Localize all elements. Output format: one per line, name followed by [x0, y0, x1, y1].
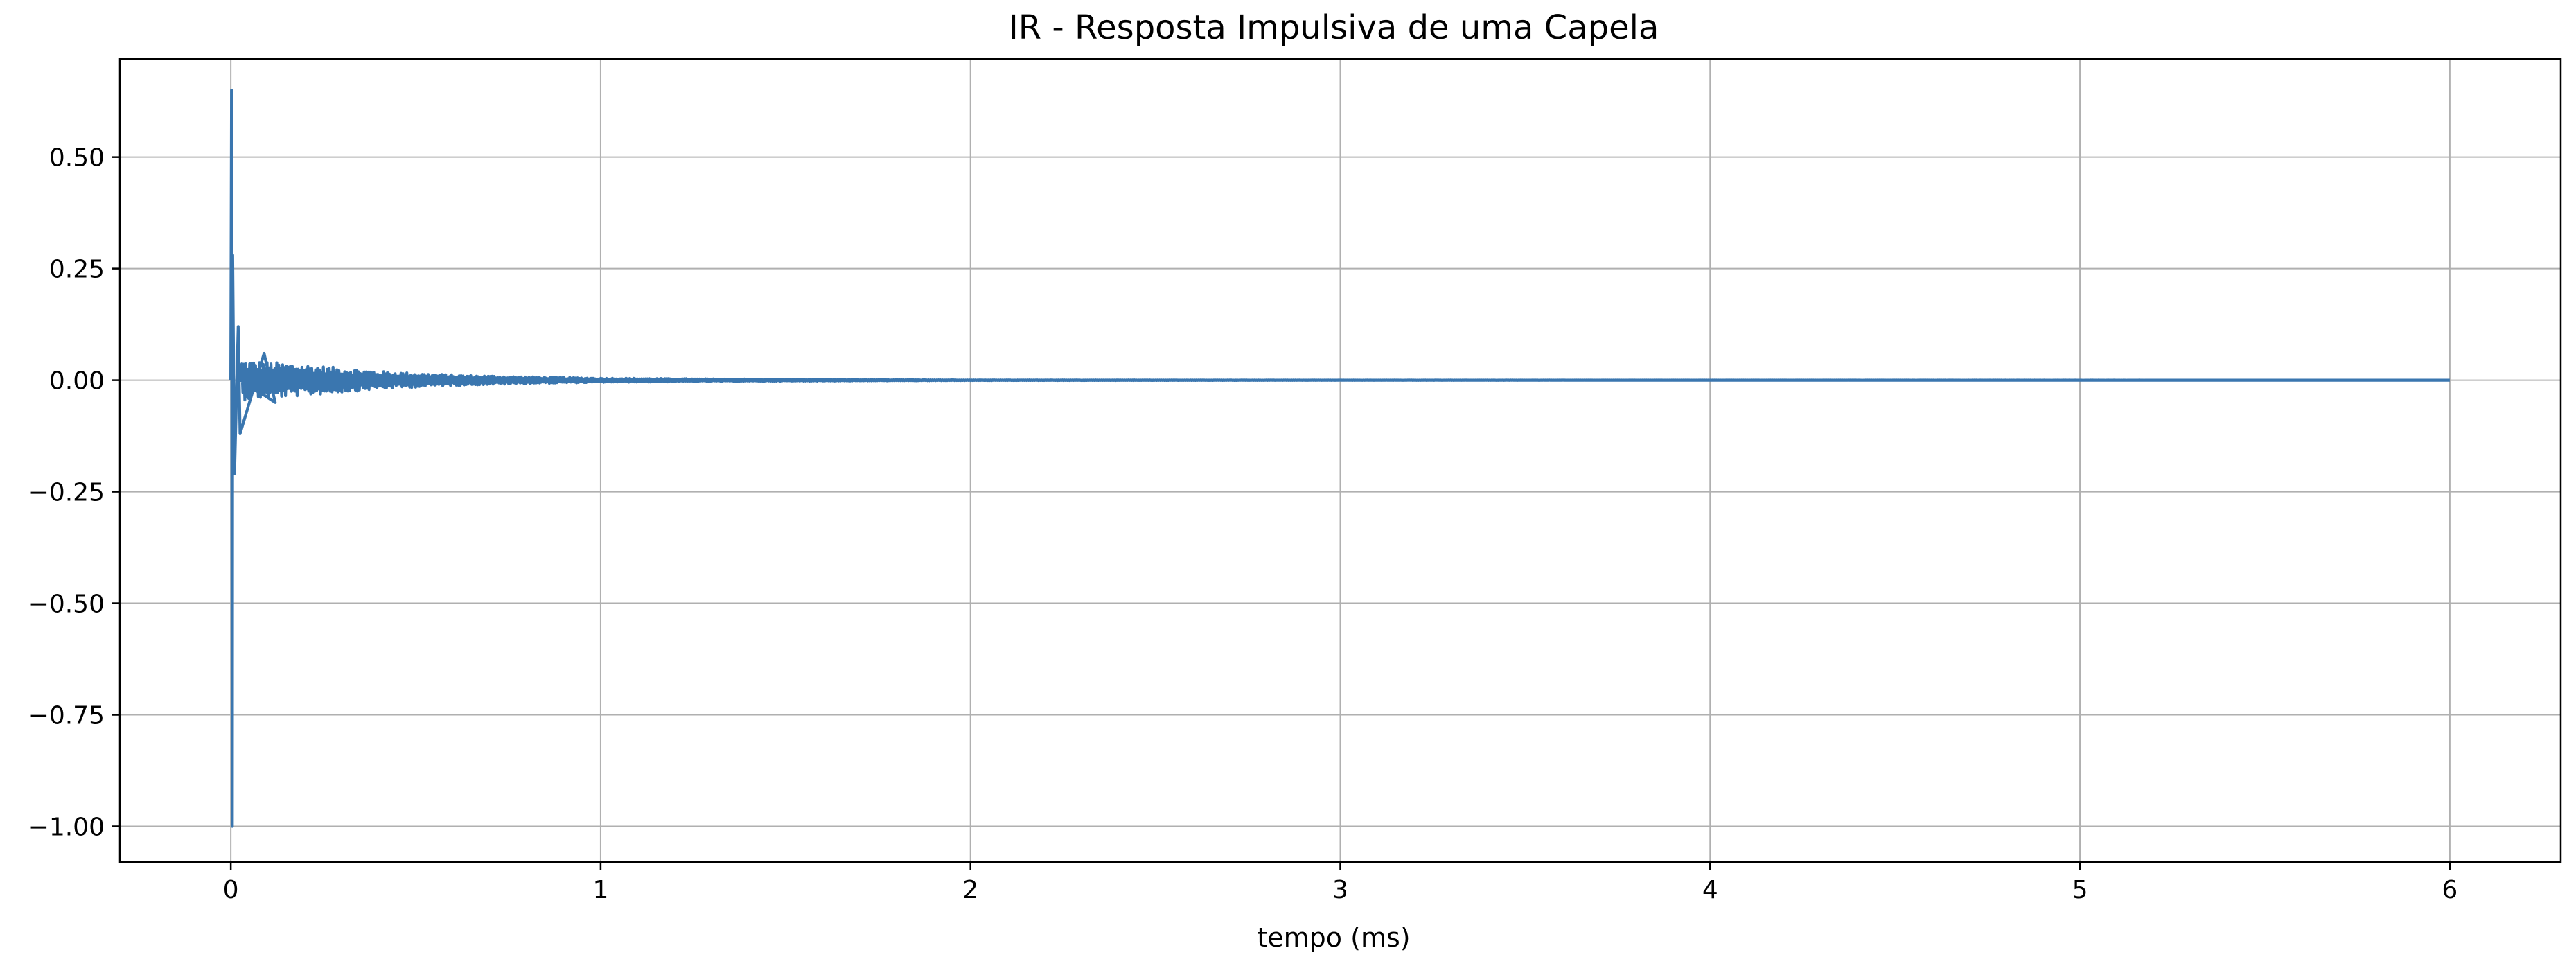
y-tick-label: −0.50: [28, 590, 105, 619]
x-tick-label: 1: [592, 876, 608, 904]
y-tick-label: −1.00: [28, 813, 105, 841]
y-tick-label: −0.25: [28, 479, 105, 507]
series-group: [229, 89, 2451, 828]
impulse-response-line: [229, 89, 2451, 828]
y-tick-label: −0.75: [28, 702, 105, 730]
x-tick-label: 0: [223, 876, 239, 904]
chart-title: IR - Resposta Impulsiva de uma Capela: [1009, 8, 1659, 47]
x-tick-label: 4: [1702, 876, 1718, 904]
x-tick-label: 5: [2072, 876, 2088, 904]
y-tick-label: 0.00: [49, 367, 105, 396]
x-axis-label: tempo (ms): [1257, 922, 1410, 953]
y-axis: 0.50 0.25 0.00 −0.25 −0.50 −0.75 −1.00: [28, 144, 120, 841]
x-axis: 0 1 2 3 4 5 6: [223, 862, 2458, 904]
x-tick-label: 2: [962, 876, 978, 904]
y-tick-label: 0.50: [49, 144, 105, 173]
y-tick-label: 0.25: [49, 256, 105, 284]
x-tick-label: 6: [2442, 876, 2458, 904]
x-tick-label: 3: [1332, 876, 1348, 904]
